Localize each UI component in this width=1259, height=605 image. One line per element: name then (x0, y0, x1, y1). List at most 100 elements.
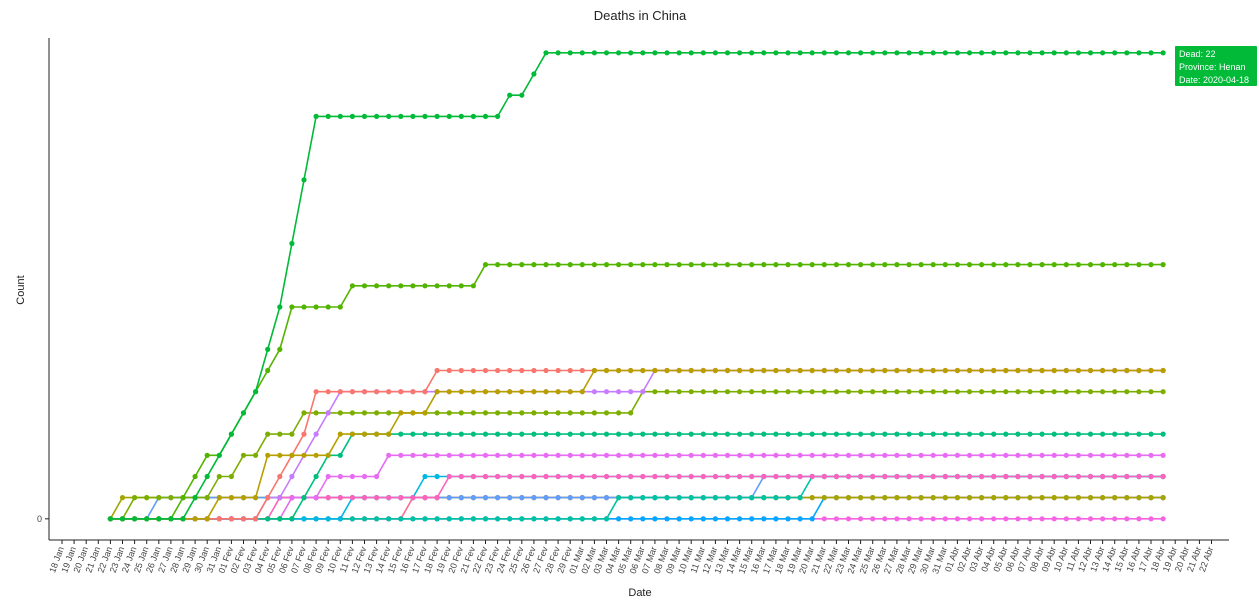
data-point[interactable] (664, 262, 670, 268)
data-point[interactable] (591, 431, 598, 437)
data-point[interactable] (930, 50, 936, 56)
data-point[interactable] (930, 262, 936, 268)
data-point[interactable] (688, 473, 694, 480)
data-point[interactable] (591, 516, 598, 522)
data-point[interactable] (410, 495, 416, 501)
data-point[interactable] (882, 473, 888, 480)
data-point[interactable] (374, 389, 380, 395)
data-point[interactable] (374, 516, 380, 522)
data-point[interactable] (349, 473, 355, 480)
data-point[interactable] (216, 495, 222, 501)
data-point[interactable] (724, 389, 731, 395)
data-point[interactable] (858, 452, 864, 458)
data-point[interactable] (458, 452, 464, 458)
data-point[interactable] (1160, 389, 1166, 395)
data-point[interactable] (954, 495, 961, 501)
data-point[interactable] (870, 431, 876, 437)
data-point[interactable] (204, 495, 210, 501)
data-point[interactable] (628, 367, 634, 374)
data-point[interactable] (361, 431, 368, 437)
data-point[interactable] (688, 431, 694, 437)
data-point[interactable] (531, 262, 537, 268)
data-point[interactable] (1063, 452, 1069, 458)
data-point[interactable] (894, 452, 900, 458)
data-point[interactable] (942, 367, 948, 374)
data-point[interactable] (1015, 473, 1021, 480)
data-point[interactable] (918, 473, 924, 480)
data-point[interactable] (918, 367, 924, 374)
data-point[interactable] (628, 473, 634, 480)
data-point[interactable] (519, 516, 525, 522)
data-point[interactable] (894, 516, 900, 522)
data-point[interactable] (253, 389, 259, 395)
data-point[interactable] (616, 473, 622, 480)
data-point[interactable] (870, 367, 876, 374)
data-point[interactable] (216, 516, 222, 522)
data-point[interactable] (676, 452, 682, 458)
data-point[interactable] (821, 367, 827, 374)
data-point[interactable] (386, 516, 392, 522)
data-point[interactable] (1136, 473, 1142, 480)
data-point[interactable] (1075, 452, 1081, 458)
data-point[interactable] (930, 473, 936, 480)
data-point[interactable] (603, 389, 610, 395)
data-point[interactable] (374, 495, 380, 501)
data-point[interactable] (894, 50, 900, 56)
data-point[interactable] (1063, 389, 1069, 395)
data-point[interactable] (1100, 262, 1106, 268)
data-point[interactable] (1160, 473, 1166, 480)
data-point[interactable] (543, 262, 549, 268)
data-point[interactable] (930, 367, 936, 374)
data-point[interactable] (652, 367, 658, 374)
data-point[interactable] (724, 262, 731, 268)
data-point[interactable] (749, 367, 755, 374)
data-point[interactable] (507, 516, 513, 522)
data-point[interactable] (495, 389, 501, 395)
data-point[interactable] (821, 473, 827, 480)
data-point[interactable] (821, 50, 827, 56)
data-point[interactable] (543, 495, 549, 501)
data-point[interactable] (906, 50, 912, 56)
data-point[interactable] (386, 389, 392, 395)
data-point[interactable] (579, 431, 585, 437)
data-point[interactable] (918, 495, 924, 501)
data-point[interactable] (652, 50, 658, 56)
data-point[interactable] (591, 389, 598, 395)
data-point[interactable] (966, 262, 973, 268)
data-point[interactable] (507, 92, 513, 98)
data-point[interactable] (519, 262, 525, 268)
data-point[interactable] (797, 452, 803, 458)
data-point[interactable] (652, 452, 658, 458)
data-point[interactable] (1148, 389, 1154, 395)
data-point[interactable] (337, 431, 343, 437)
data-point[interactable] (1160, 516, 1166, 522)
data-point[interactable] (398, 431, 404, 437)
data-point[interactable] (228, 495, 234, 501)
data-point[interactable] (882, 389, 888, 395)
data-point[interactable] (482, 516, 489, 522)
data-point[interactable] (1015, 367, 1021, 374)
data-point[interactable] (277, 452, 283, 458)
data-point[interactable] (567, 452, 573, 458)
data-point[interactable] (1100, 516, 1106, 522)
data-point[interactable] (458, 431, 464, 437)
data-point[interactable] (676, 367, 682, 374)
data-point[interactable] (664, 367, 670, 374)
data-point[interactable] (870, 452, 876, 458)
data-point[interactable] (845, 495, 852, 501)
data-point[interactable] (688, 50, 694, 56)
data-point[interactable] (313, 389, 319, 395)
data-point[interactable] (1148, 431, 1154, 437)
data-point[interactable] (966, 452, 973, 458)
data-point[interactable] (688, 389, 694, 395)
data-point[interactable] (1100, 367, 1106, 374)
data-point[interactable] (1160, 367, 1166, 374)
data-point[interactable] (567, 262, 573, 268)
data-point[interactable] (797, 431, 803, 437)
data-point[interactable] (870, 389, 876, 395)
data-point[interactable] (434, 113, 440, 119)
data-point[interactable] (434, 452, 440, 458)
data-point[interactable] (616, 410, 622, 416)
data-point[interactable] (833, 516, 840, 522)
data-point[interactable] (1124, 452, 1130, 458)
